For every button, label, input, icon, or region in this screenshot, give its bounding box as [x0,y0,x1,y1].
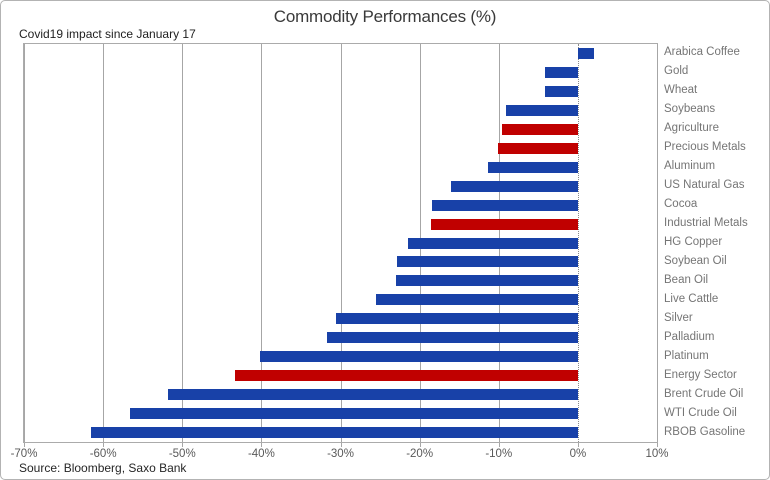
category-label: Wheat [664,84,698,97]
gridline [340,44,342,442]
bar-energy-sector [235,370,578,382]
bar-platinum [259,351,578,363]
category-axis: Arabica Coffee Gold Wheat Soybeans Agricultu… [664,43,769,443]
gridline [182,44,184,442]
category-label: Aluminum [664,160,716,173]
bar-agriculture [501,123,578,135]
category-label: Bean Oil [664,273,709,286]
bar-industrial-metals [430,218,578,230]
source-note: Source: Bloomberg, Saxo Bank [19,461,187,475]
chart-title: Commodity Performances (%) [273,7,497,26]
category-label: Platinum [664,349,709,362]
bar-wheat [544,85,578,97]
category-label: Palladium [664,330,715,343]
bar-palladium [327,332,578,344]
bar-rbob-gasoline [91,427,578,439]
zero-line [577,44,579,442]
category-label: Industrial Metals [664,217,748,230]
bar-wti-crude-oil [130,408,578,420]
x-tick-label: -20% [406,448,434,460]
bar-live-cattle [376,294,578,306]
bar-us-natural-gas [451,180,578,192]
gridline [261,44,263,442]
x-tick-label: -30% [327,448,354,460]
x-tick-label: -10% [485,448,513,460]
x-tick-label: -70% [10,448,38,460]
x-tick-label: -60% [89,448,117,460]
category-label: Energy Sector [664,368,737,381]
category-label: HG Copper [664,236,723,248]
x-tick-mark [498,443,500,447]
x-tick-label: 10% [645,448,669,460]
category-label: Arabica Coffee [664,46,740,59]
bar-silver [335,313,578,325]
bar-bean-oil [395,275,578,287]
category-label: RBOB Gasoline [664,425,746,438]
category-label: Gold [664,65,689,78]
category-label: Live Cattle [664,292,719,305]
category-label: Agriculture [664,122,719,135]
category-label: Silver [664,311,693,324]
x-tick-mark [340,443,342,447]
x-axis: -70% -60% -50% -40% -30% -20% -10% 0% 10% [11,443,669,467]
bar-arabica-coffee [577,47,594,59]
x-tick-mark [657,443,658,447]
category-label: Soybeans [664,103,716,116]
gridline [24,44,25,442]
x-tick-mark [103,443,105,447]
x-tick-mark [24,443,25,447]
category-label: US Natural Gas [664,179,745,192]
bar-gold [545,66,578,78]
x-tick-mark [182,443,184,447]
chart-subtitle: Covid19 impact since January 17 [19,27,196,41]
bar-soybeans [505,104,578,116]
x-tick-label: 0% [569,448,587,460]
bar-aluminum [488,161,578,173]
bar-soybean-oil [397,256,578,268]
category-label: Soybean Oil [664,254,727,267]
gridline [657,44,658,442]
bar-brent-crude-oil [168,389,578,401]
x-tick-mark [577,443,579,447]
x-tick-label: -50% [168,448,196,460]
category-label: Cocoa [664,198,698,211]
bar-cocoa [432,199,578,211]
x-tick-label: -40% [247,448,275,460]
gridline [103,44,105,442]
category-label: Precious Metals [664,141,746,154]
bar-hg-copper [407,237,578,249]
plot-area [23,43,658,443]
bar-precious-metals [497,142,578,154]
category-label: Brent Crude Oil [664,387,744,400]
category-label: WTI Crude Oil [664,406,737,419]
x-tick-mark [261,443,263,447]
x-tick-mark [419,443,421,447]
